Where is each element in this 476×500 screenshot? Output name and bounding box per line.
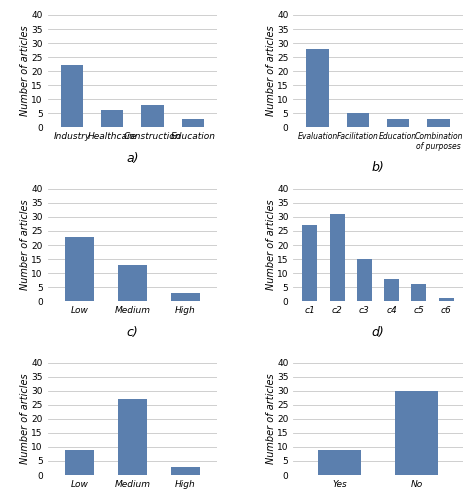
Bar	[141, 105, 163, 127]
Bar	[386, 119, 408, 127]
Bar	[329, 214, 344, 301]
Y-axis label: Number of articles: Number of articles	[20, 374, 30, 464]
Text: c): c)	[126, 326, 138, 339]
Bar	[65, 450, 94, 475]
Y-axis label: Number of articles: Number of articles	[20, 26, 30, 117]
Bar	[302, 226, 317, 301]
Bar	[426, 119, 449, 127]
Bar	[170, 292, 199, 301]
Bar	[438, 298, 453, 301]
Y-axis label: Number of articles: Number of articles	[265, 200, 275, 290]
Text: d): d)	[371, 326, 384, 339]
Y-axis label: Number of articles: Number of articles	[265, 374, 275, 464]
Bar	[356, 259, 371, 301]
Bar	[101, 110, 123, 127]
Bar	[411, 284, 426, 301]
Bar	[118, 400, 147, 475]
Bar	[306, 48, 328, 127]
Bar	[317, 450, 360, 475]
Bar	[383, 278, 398, 301]
Bar	[395, 391, 437, 475]
Bar	[118, 264, 147, 301]
Text: b): b)	[371, 161, 384, 174]
Y-axis label: Number of articles: Number of articles	[20, 200, 30, 290]
Bar	[65, 236, 94, 301]
Text: a): a)	[126, 152, 139, 165]
Y-axis label: Number of articles: Number of articles	[265, 26, 275, 117]
Bar	[181, 119, 204, 127]
Bar	[170, 466, 199, 475]
Bar	[346, 113, 368, 127]
Bar	[60, 66, 83, 127]
